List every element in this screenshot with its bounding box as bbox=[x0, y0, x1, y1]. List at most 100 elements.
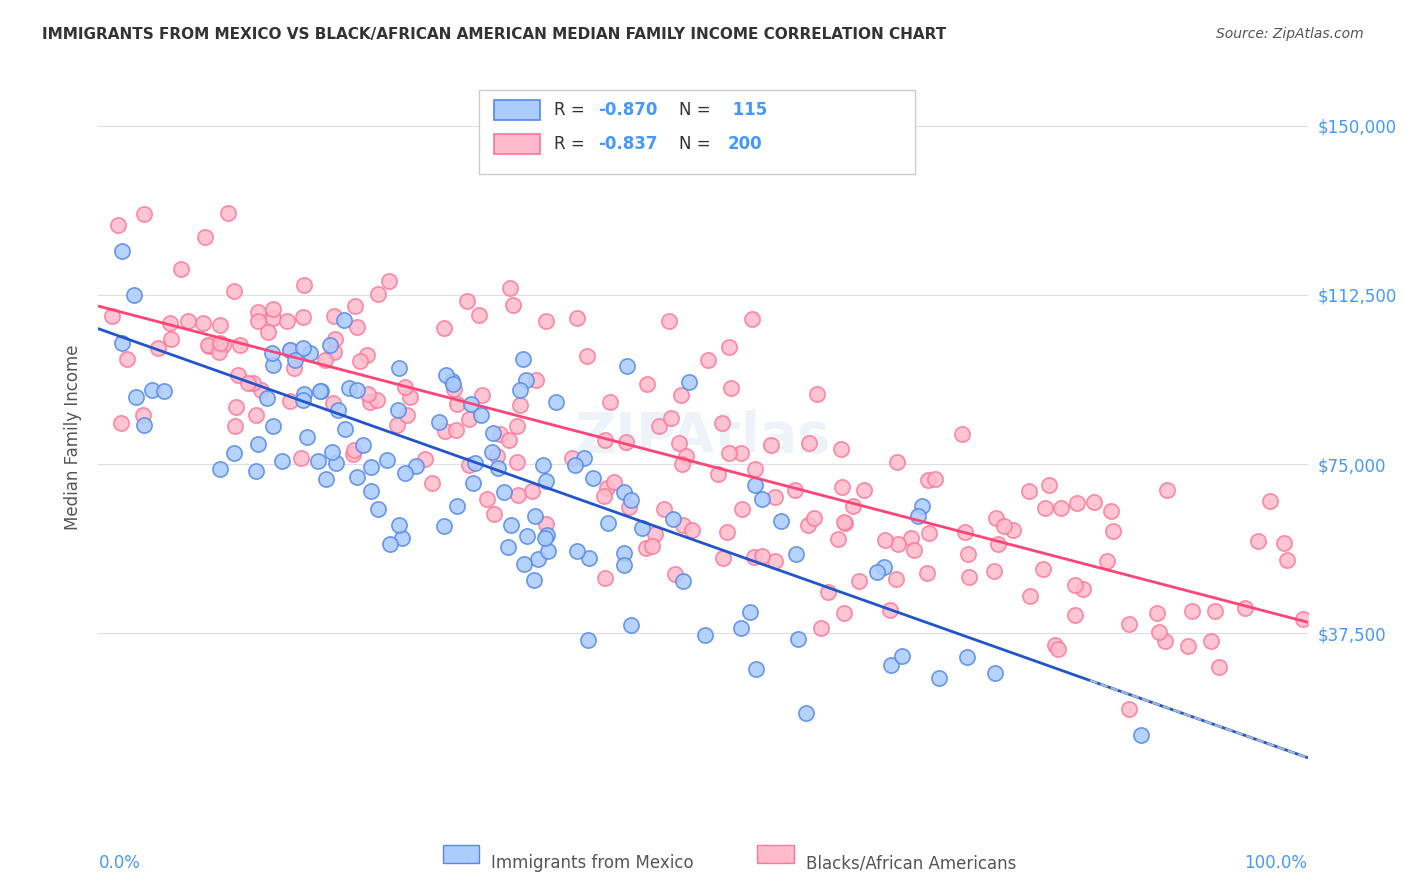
Point bbox=[278, 393, 301, 408]
Point bbox=[494, 484, 516, 499]
Point bbox=[499, 281, 522, 295]
Point bbox=[536, 527, 558, 541]
Point bbox=[1032, 561, 1054, 575]
Point bbox=[1063, 608, 1085, 623]
Point bbox=[576, 632, 599, 647]
Point bbox=[1129, 728, 1152, 742]
Point bbox=[596, 481, 619, 495]
Point bbox=[460, 397, 482, 411]
Point bbox=[631, 521, 654, 535]
Text: 115: 115 bbox=[727, 101, 768, 120]
Point bbox=[110, 335, 132, 350]
Point bbox=[1102, 524, 1125, 539]
Point bbox=[391, 531, 413, 545]
Text: R =: R = bbox=[554, 101, 591, 120]
Point bbox=[900, 532, 922, 546]
Point bbox=[295, 430, 318, 444]
Text: 0.0%: 0.0% bbox=[98, 854, 141, 872]
Point bbox=[394, 379, 416, 393]
Point bbox=[984, 511, 1007, 525]
Point bbox=[385, 417, 408, 432]
Point bbox=[262, 311, 284, 326]
Point bbox=[217, 206, 239, 220]
Point bbox=[321, 444, 343, 458]
Point bbox=[565, 544, 588, 558]
Text: -0.870: -0.870 bbox=[598, 101, 657, 120]
Point bbox=[307, 454, 329, 468]
Point bbox=[509, 398, 531, 412]
FancyBboxPatch shape bbox=[479, 90, 915, 174]
Point bbox=[489, 426, 512, 441]
Point bbox=[617, 500, 640, 515]
Point bbox=[917, 473, 939, 487]
Point bbox=[1038, 478, 1060, 492]
Point bbox=[1047, 642, 1070, 657]
Point bbox=[531, 458, 554, 473]
Point bbox=[342, 447, 364, 461]
Point bbox=[596, 516, 619, 531]
Point bbox=[1033, 501, 1056, 516]
Point bbox=[565, 311, 588, 326]
Point bbox=[785, 547, 807, 561]
Point bbox=[325, 456, 347, 470]
Point bbox=[599, 395, 621, 409]
Point bbox=[388, 518, 411, 533]
Point bbox=[520, 483, 543, 498]
Point bbox=[1045, 638, 1067, 652]
Point bbox=[879, 603, 901, 617]
Point bbox=[797, 518, 820, 533]
Point bbox=[731, 501, 754, 516]
Text: -0.837: -0.837 bbox=[598, 135, 657, 153]
Point bbox=[456, 293, 478, 308]
Point bbox=[378, 537, 401, 551]
Point bbox=[1146, 606, 1168, 620]
Point bbox=[769, 514, 792, 528]
Point bbox=[717, 446, 740, 460]
Point bbox=[278, 343, 301, 357]
Point bbox=[711, 550, 734, 565]
Point bbox=[834, 607, 856, 621]
Point bbox=[534, 313, 557, 327]
Point bbox=[787, 632, 810, 646]
Point bbox=[797, 435, 820, 450]
Point bbox=[346, 319, 368, 334]
Point bbox=[508, 488, 530, 502]
Point bbox=[262, 346, 284, 360]
Point bbox=[501, 517, 523, 532]
Point bbox=[475, 492, 498, 507]
Point bbox=[613, 558, 636, 573]
Point bbox=[1156, 483, 1178, 498]
Point bbox=[678, 376, 700, 390]
Point bbox=[211, 338, 233, 352]
Point bbox=[886, 455, 908, 469]
Point bbox=[803, 511, 825, 525]
Point bbox=[659, 411, 682, 425]
Point bbox=[952, 427, 974, 442]
Point bbox=[652, 502, 675, 516]
Point bbox=[322, 344, 344, 359]
Point bbox=[446, 499, 468, 513]
Point bbox=[866, 565, 889, 579]
Point bbox=[509, 383, 531, 397]
Point bbox=[132, 408, 155, 422]
Point bbox=[434, 368, 457, 382]
Point bbox=[271, 454, 294, 468]
Point bbox=[1099, 503, 1122, 517]
Point bbox=[831, 480, 853, 494]
Point bbox=[956, 649, 979, 664]
Point bbox=[830, 442, 852, 457]
Point bbox=[512, 557, 534, 571]
Point bbox=[993, 518, 1015, 533]
Point bbox=[153, 384, 176, 399]
Point bbox=[745, 662, 768, 676]
Point bbox=[498, 433, 520, 447]
Point bbox=[377, 274, 399, 288]
Point bbox=[671, 458, 693, 472]
Point bbox=[537, 544, 560, 558]
Text: R =: R = bbox=[554, 135, 591, 153]
Point bbox=[256, 392, 278, 406]
Point bbox=[394, 466, 416, 480]
Point bbox=[464, 456, 486, 470]
Point bbox=[648, 419, 671, 434]
Point bbox=[534, 474, 557, 488]
